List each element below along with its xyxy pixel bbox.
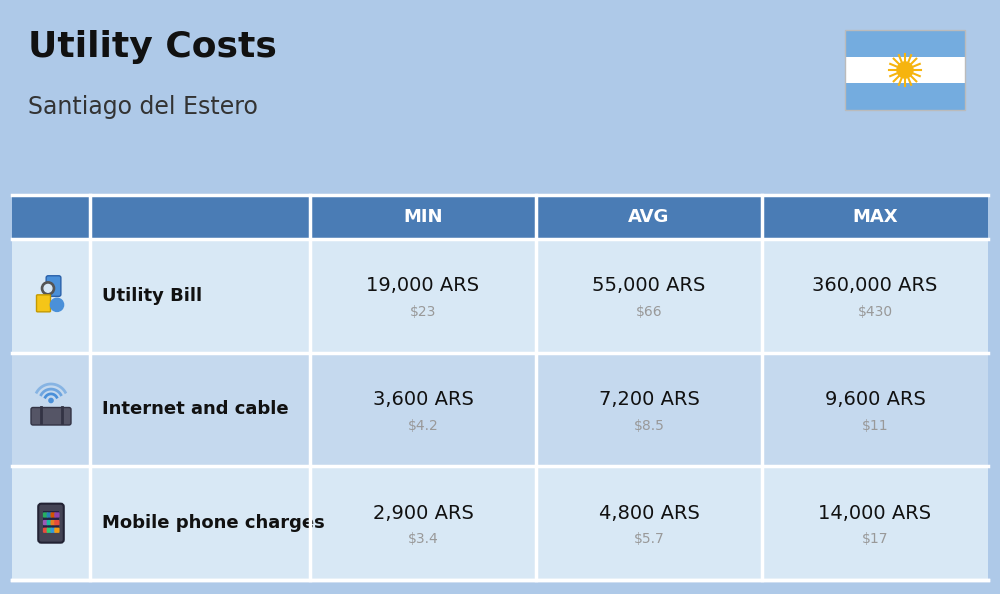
Text: 9,600 ARS: 9,600 ARS (825, 390, 925, 409)
FancyBboxPatch shape (31, 407, 71, 425)
Bar (43, 511, 59, 533)
Text: AVG: AVG (628, 208, 670, 226)
Text: MAX: MAX (852, 208, 898, 226)
FancyBboxPatch shape (38, 504, 64, 543)
Bar (12, 195, 988, 239)
Text: 19,000 ARS: 19,000 ARS (366, 276, 480, 295)
Text: 55,000 ARS: 55,000 ARS (592, 276, 706, 295)
FancyBboxPatch shape (47, 527, 52, 533)
FancyBboxPatch shape (43, 512, 48, 517)
FancyBboxPatch shape (43, 520, 48, 525)
Text: $5.7: $5.7 (634, 532, 664, 546)
Bar (845, 30, 965, 56)
FancyBboxPatch shape (54, 520, 60, 525)
Text: 360,000 ARS: 360,000 ARS (812, 276, 938, 295)
Bar (845, 30, 965, 110)
Bar (12, 239, 988, 353)
Text: $4.2: $4.2 (408, 419, 438, 432)
Text: 4,800 ARS: 4,800 ARS (599, 504, 699, 523)
FancyBboxPatch shape (46, 276, 61, 296)
Circle shape (50, 298, 64, 311)
Bar (845, 83, 965, 110)
Text: MIN: MIN (403, 208, 443, 226)
Text: 2,900 ARS: 2,900 ARS (373, 504, 473, 523)
FancyBboxPatch shape (54, 512, 60, 517)
Text: Utility Costs: Utility Costs (28, 30, 277, 64)
FancyBboxPatch shape (36, 295, 50, 312)
Text: $11: $11 (862, 419, 888, 432)
Text: $17: $17 (862, 532, 888, 546)
FancyBboxPatch shape (47, 512, 52, 517)
Circle shape (49, 399, 53, 403)
Text: $430: $430 (857, 305, 893, 319)
Text: Internet and cable: Internet and cable (102, 400, 289, 419)
Text: 3,600 ARS: 3,600 ARS (373, 390, 473, 409)
Text: $66: $66 (636, 305, 662, 319)
Text: 7,200 ARS: 7,200 ARS (599, 390, 699, 409)
Circle shape (41, 282, 55, 295)
FancyBboxPatch shape (54, 527, 60, 533)
Circle shape (897, 62, 913, 78)
FancyBboxPatch shape (50, 520, 56, 525)
Text: $8.5: $8.5 (634, 419, 664, 432)
Text: 14,000 ARS: 14,000 ARS (818, 504, 932, 523)
Bar (12, 466, 988, 580)
Text: $3.4: $3.4 (408, 532, 438, 546)
Text: $23: $23 (410, 305, 436, 319)
Circle shape (44, 285, 52, 292)
Text: Utility Bill: Utility Bill (102, 287, 202, 305)
Text: Santiago del Estero: Santiago del Estero (28, 95, 258, 119)
FancyBboxPatch shape (50, 512, 56, 517)
FancyBboxPatch shape (50, 527, 56, 533)
Text: Mobile phone charges: Mobile phone charges (102, 514, 325, 532)
FancyBboxPatch shape (43, 527, 48, 533)
Bar (12, 353, 988, 466)
FancyBboxPatch shape (47, 520, 52, 525)
Bar (845, 56, 965, 83)
